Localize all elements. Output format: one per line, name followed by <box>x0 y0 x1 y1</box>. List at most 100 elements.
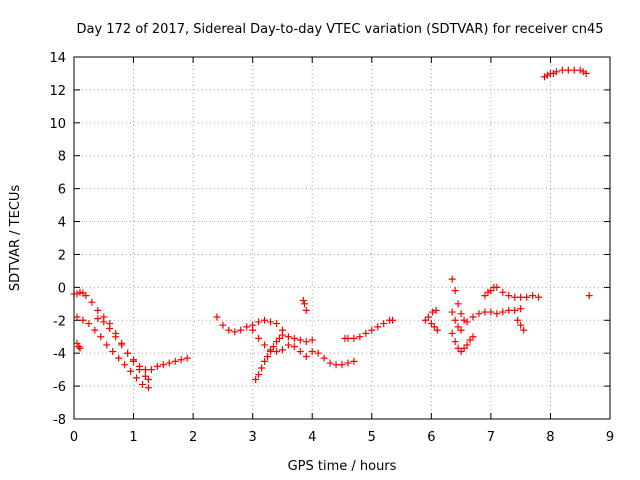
data-point <box>540 73 548 81</box>
data-point <box>460 344 468 352</box>
data-point <box>579 68 587 76</box>
data-point <box>585 292 593 300</box>
data-point <box>374 323 382 331</box>
plot-frame <box>73 56 611 420</box>
data-point <box>511 293 519 301</box>
data-point <box>558 66 566 74</box>
data-point <box>255 318 263 326</box>
grid-lines <box>74 57 610 419</box>
data-point <box>451 287 459 295</box>
y-axis-label: SDTVAR / TECUs <box>8 185 23 292</box>
series-arc-3 <box>73 339 84 352</box>
data-point <box>332 361 340 369</box>
data-point <box>457 326 465 334</box>
data-point <box>350 357 358 365</box>
data-point <box>165 359 173 367</box>
series-arc-14 <box>481 283 543 301</box>
data-point <box>130 356 138 364</box>
data-point <box>505 292 513 300</box>
data-point <box>290 334 298 342</box>
data-point <box>275 334 283 342</box>
data-point <box>451 316 459 324</box>
data-point <box>389 316 397 324</box>
data-point <box>582 69 590 77</box>
x-tick-label: 5 <box>368 430 376 445</box>
data-point <box>338 361 346 369</box>
series-arc-10 <box>421 306 441 334</box>
data-point <box>454 344 462 352</box>
data-point <box>475 310 483 318</box>
x-axis-label: GPS time / hours <box>288 459 397 474</box>
y-tick-label: 10 <box>49 117 66 132</box>
data-point <box>225 326 233 334</box>
data-point <box>79 316 87 324</box>
x-tick-label: 8 <box>546 430 554 445</box>
data-point <box>481 292 489 300</box>
data-point <box>429 308 437 316</box>
data-point <box>272 338 280 346</box>
data-point <box>136 362 144 370</box>
data-point <box>94 315 102 323</box>
y-tick-label: 0 <box>58 281 66 296</box>
data-point <box>144 384 152 392</box>
data-point <box>535 293 543 301</box>
y-tick-label: -6 <box>53 380 66 395</box>
data-point <box>424 313 432 321</box>
data-point <box>144 376 152 384</box>
data-point <box>255 371 263 379</box>
data-point <box>487 308 495 316</box>
x-tick-label: 1 <box>129 430 137 445</box>
data-point <box>219 321 227 329</box>
data-point <box>433 326 441 334</box>
data-point <box>85 320 93 328</box>
data-point <box>432 306 440 314</box>
data-point <box>448 329 456 337</box>
data-point <box>308 336 316 344</box>
data-point <box>76 344 84 352</box>
data-point <box>549 69 557 77</box>
data-point <box>100 318 108 326</box>
data-point <box>231 328 239 336</box>
data-point <box>564 66 572 74</box>
data-point <box>326 359 334 367</box>
data-point <box>514 316 522 324</box>
data-point <box>487 287 495 295</box>
y-tick-label: -8 <box>53 413 66 428</box>
data-point <box>520 326 528 334</box>
data-point <box>141 372 149 380</box>
data-point <box>308 348 316 356</box>
data-point <box>296 336 304 344</box>
series-arc-17 <box>585 292 593 300</box>
data-point <box>106 325 114 332</box>
data-point <box>362 329 370 337</box>
chart-title: Day 172 of 2017, Sidereal Day-to-day VTE… <box>76 22 603 37</box>
data-point <box>576 66 584 74</box>
data-point <box>141 366 149 374</box>
data-point <box>112 333 120 341</box>
data-point <box>284 341 292 349</box>
data-point <box>88 298 96 306</box>
data-point <box>454 300 462 308</box>
data-point <box>302 338 310 346</box>
series-arc-9 <box>341 316 397 342</box>
data-point <box>138 380 146 388</box>
data-point <box>517 293 525 301</box>
data-point <box>380 320 388 328</box>
series-arc-16 <box>540 66 590 81</box>
data-point <box>296 348 304 356</box>
series-arc-4 <box>94 315 191 374</box>
data-point <box>320 354 328 362</box>
data-point <box>127 367 135 375</box>
data-point <box>543 71 551 79</box>
data-point <box>272 320 280 328</box>
data-point <box>237 326 245 334</box>
data-point <box>427 320 435 328</box>
data-point <box>213 313 221 321</box>
data-point <box>314 349 322 357</box>
data-point <box>300 300 308 308</box>
x-tick-label: 0 <box>70 430 78 445</box>
data-point <box>267 348 275 356</box>
x-tick-label: 9 <box>606 430 614 445</box>
series-arc-2 <box>73 313 152 392</box>
